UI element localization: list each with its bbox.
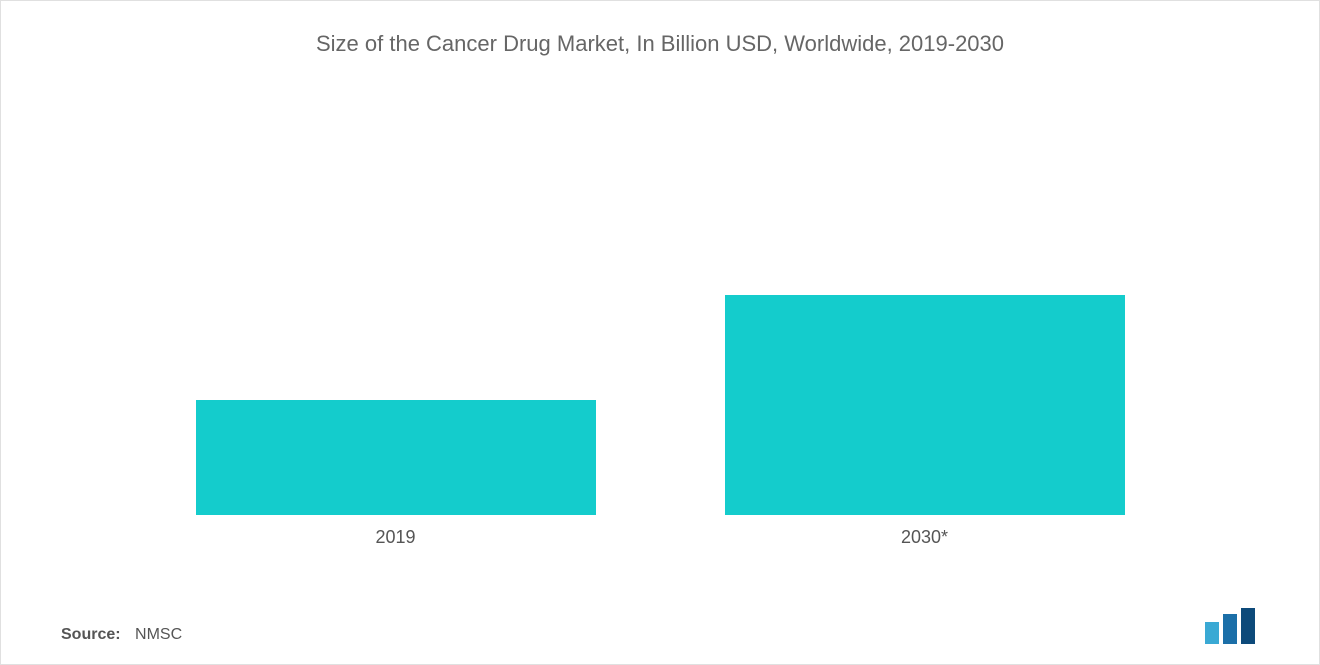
chart-title: Size of the Cancer Drug Market, In Billi… [51,31,1269,57]
mordor-logo-icon [1205,608,1259,644]
source-label: Source: [61,626,121,643]
source-value: NMSC [135,626,182,643]
bar-group-1: 2030* [725,295,1125,548]
chart-container: Size of the Cancer Drug Market, In Billi… [1,1,1319,664]
bar-0 [196,400,596,515]
source-text: Source: NMSC [61,626,182,644]
footer: Source: NMSC [51,608,1269,644]
bar-label-0: 2019 [375,527,415,548]
bar-1 [725,295,1125,515]
bar-label-1: 2030* [901,527,948,548]
bar-group-0: 2019 [196,400,596,548]
plot-area: 2019 2030* [51,77,1269,548]
